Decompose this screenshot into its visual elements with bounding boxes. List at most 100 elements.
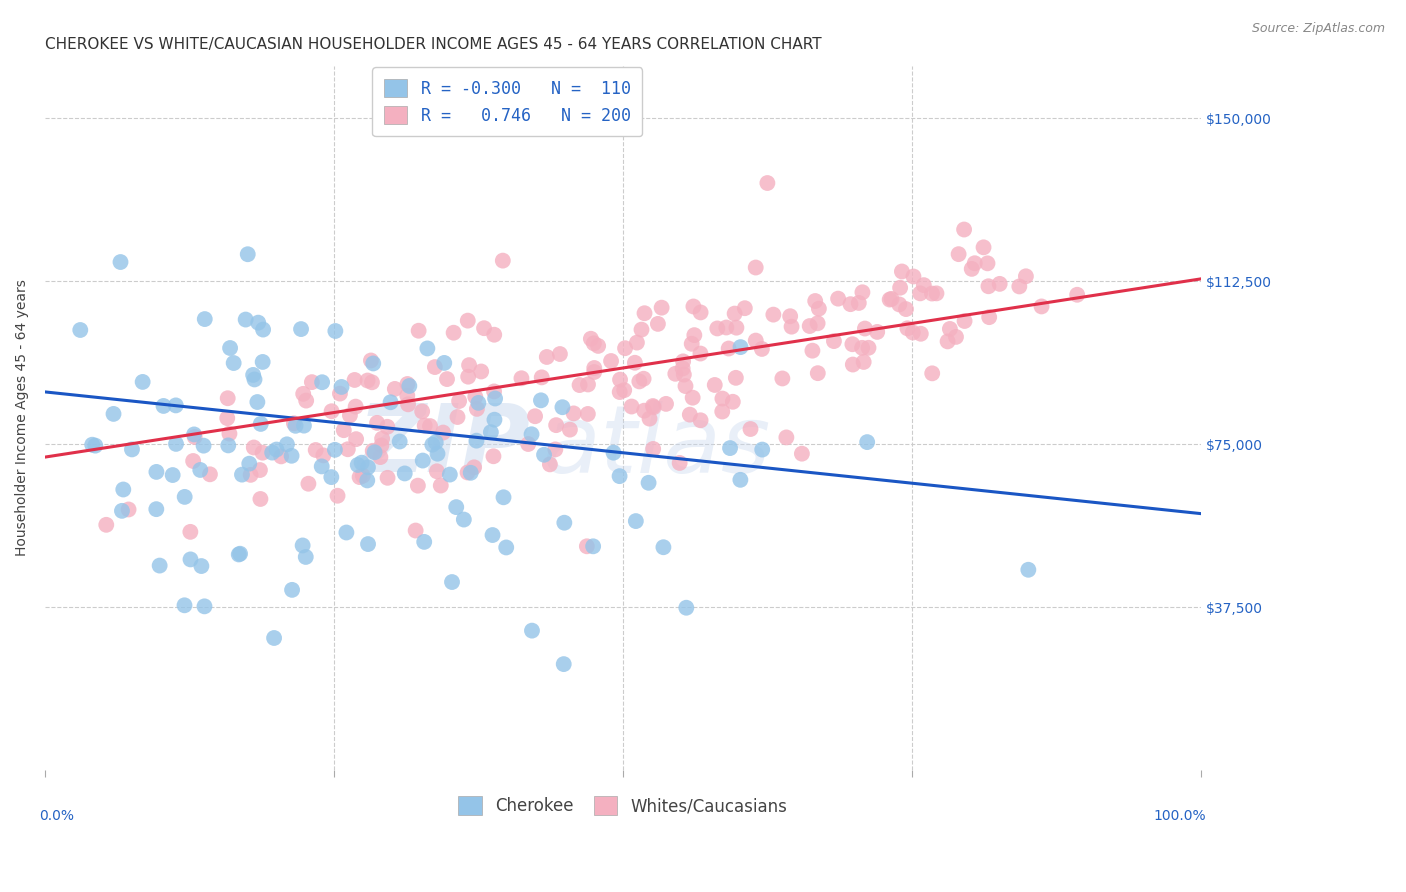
Point [357, 460, 380, 475]
Point [112, 483, 135, 497]
Point [910, 326, 932, 341]
Point [520, 624, 543, 638]
Point [807, 366, 830, 380]
Point [495, 541, 517, 555]
Point [305, 442, 328, 457]
Point [283, 417, 305, 431]
Point [301, 375, 323, 389]
Point [664, 367, 686, 381]
Point [553, 516, 575, 530]
Point [249, 463, 271, 477]
Point [446, 410, 468, 425]
Point [413, 418, 436, 433]
Point [149, 558, 172, 573]
Point [394, 467, 416, 481]
Text: atlas: atlas [541, 401, 770, 491]
Text: ZIP: ZIP [357, 401, 530, 492]
Point [643, 401, 665, 415]
Point [292, 387, 315, 401]
Point [921, 367, 943, 381]
Point [492, 253, 515, 268]
Point [609, 385, 631, 400]
Point [568, 378, 591, 392]
Point [744, 260, 766, 275]
Point [312, 449, 335, 463]
Point [689, 413, 711, 427]
Point [243, 441, 266, 455]
Point [235, 312, 257, 326]
Point [252, 322, 274, 336]
Point [583, 365, 606, 379]
Point [247, 316, 270, 330]
Point [190, 559, 212, 574]
Point [481, 528, 503, 542]
Point [600, 354, 623, 368]
Point [973, 240, 995, 254]
Point [775, 430, 797, 444]
Point [179, 552, 201, 566]
Point [291, 538, 314, 552]
Legend: Cherokee, Whites/Caucasians: Cherokee, Whites/Caucasians [449, 787, 797, 825]
Point [718, 441, 741, 455]
Point [453, 512, 475, 526]
Point [628, 375, 651, 389]
Point [173, 599, 195, 613]
Point [730, 340, 752, 354]
Point [723, 307, 745, 321]
Point [463, 460, 485, 475]
Point [807, 316, 830, 330]
Point [165, 437, 187, 451]
Point [408, 324, 430, 338]
Point [725, 320, 748, 334]
Point [290, 322, 312, 336]
Point [672, 361, 695, 376]
Point [1066, 287, 1088, 301]
Point [193, 599, 215, 614]
Point [444, 500, 467, 515]
Point [145, 502, 167, 516]
Point [558, 423, 581, 437]
Point [217, 391, 239, 405]
Point [851, 341, 873, 355]
Point [198, 467, 221, 482]
Point [530, 370, 553, 384]
Point [436, 372, 458, 386]
Point [411, 404, 433, 418]
Point [579, 332, 602, 346]
Point [546, 418, 568, 433]
Point [482, 449, 505, 463]
Point [609, 469, 631, 483]
Point [352, 468, 374, 483]
Point [326, 489, 349, 503]
Point [675, 379, 697, 393]
Point [457, 466, 479, 480]
Point [647, 317, 669, 331]
Point [740, 422, 762, 436]
Point [576, 377, 599, 392]
Point [894, 302, 917, 317]
Point [912, 278, 935, 293]
Point [630, 323, 652, 337]
Point [536, 350, 558, 364]
Point [243, 372, 266, 386]
Point [856, 435, 879, 450]
Point [467, 396, 489, 410]
Point [412, 453, 434, 467]
Point [880, 292, 903, 306]
Point [988, 277, 1011, 291]
Point [470, 364, 492, 378]
Point [633, 306, 655, 320]
Point [405, 524, 427, 538]
Point [804, 293, 827, 308]
Point [848, 296, 870, 310]
Point [472, 321, 495, 335]
Point [464, 390, 486, 404]
Point [626, 335, 648, 350]
Y-axis label: Householder Income Ages 45 - 64 years: Householder Income Ages 45 - 64 years [15, 279, 30, 557]
Point [377, 471, 399, 485]
Text: 100.0%: 100.0% [1154, 809, 1206, 822]
Point [457, 313, 479, 327]
Point [745, 334, 768, 348]
Point [633, 403, 655, 417]
Point [682, 391, 704, 405]
